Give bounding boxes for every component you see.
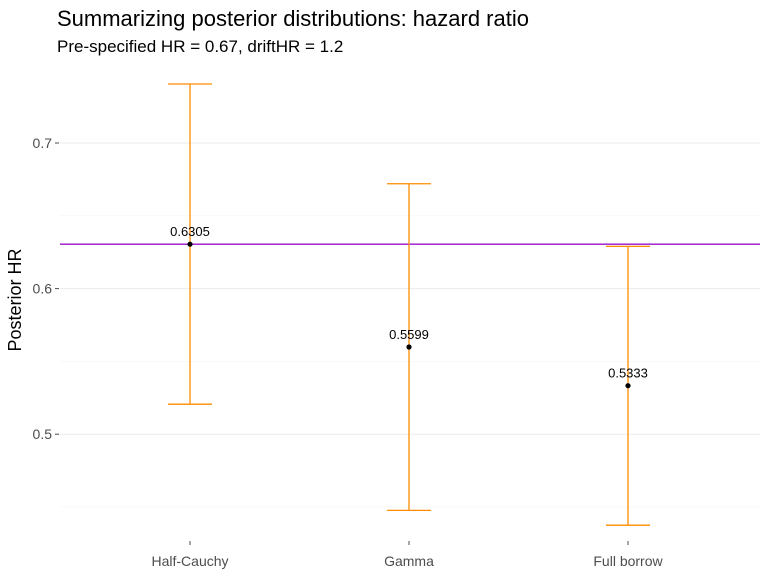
point-layer	[187, 241, 631, 389]
y-tick-label-0: 0.5	[33, 426, 53, 442]
y-axis-label: Posterior HR	[5, 248, 25, 351]
chart-title: Summarizing posterior distributions: haz…	[57, 6, 529, 31]
data-label-1: 0.5599	[389, 327, 429, 342]
data-label-2: 0.5333	[608, 366, 648, 381]
x-tick-label-1: Gamma	[384, 553, 434, 569]
grid-layer	[60, 142, 760, 508]
data-point-2	[625, 383, 631, 389]
x-tick-label-0: Half-Cauchy	[151, 553, 228, 569]
data-point-0	[187, 241, 193, 247]
y-tick-label-2: 0.7	[33, 135, 53, 151]
x-axis: Half-Cauchy Gamma Full borrow	[151, 541, 664, 569]
data-label-layer: 0.6305 0.5599 0.5333	[170, 224, 648, 381]
data-label-0: 0.6305	[170, 224, 210, 239]
y-axis: 0.5 0.6 0.7	[33, 135, 59, 442]
data-point-1	[406, 344, 412, 350]
errorbar-layer	[168, 83, 650, 526]
x-tick-label-2: Full borrow	[593, 553, 663, 569]
y-tick-label-1: 0.6	[33, 281, 53, 297]
chart-subtitle: Pre-specified HR = 0.67, driftHR = 1.2	[57, 37, 343, 56]
